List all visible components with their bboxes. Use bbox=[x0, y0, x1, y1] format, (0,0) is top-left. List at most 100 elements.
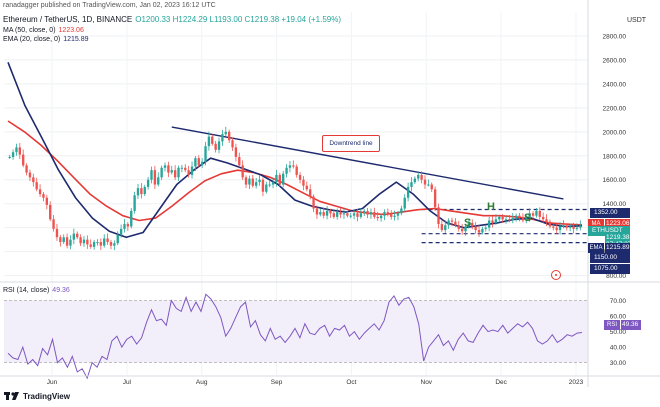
candle-body bbox=[143, 186, 146, 195]
legend-ohlc: O1200.33 H1224.29 L1193.00 C1219.38 +19.… bbox=[135, 15, 342, 24]
candle-body bbox=[309, 189, 312, 197]
candle-body bbox=[32, 177, 35, 183]
candle-body bbox=[190, 166, 194, 175]
candle-body bbox=[413, 178, 417, 183]
head-label: H bbox=[487, 201, 495, 213]
candle-body bbox=[200, 161, 204, 166]
legend-ema: EMA (20, close, 0) 1215.89 bbox=[3, 35, 89, 44]
candle-body bbox=[491, 220, 494, 223]
candle-body bbox=[433, 189, 437, 208]
candle-body bbox=[227, 131, 231, 141]
candle-body bbox=[565, 225, 568, 228]
candle-body bbox=[427, 184, 430, 186]
candle-body bbox=[99, 242, 103, 246]
candle-body bbox=[45, 197, 49, 205]
candle-body bbox=[346, 213, 349, 216]
candle-body bbox=[514, 215, 518, 219]
ema-tag-label: EMA bbox=[588, 243, 604, 253]
downtrend-line-label: Downtrend line bbox=[322, 135, 380, 152]
x-tick-label: Jul bbox=[123, 379, 132, 386]
candle-body bbox=[109, 242, 113, 246]
candle-body bbox=[62, 237, 65, 243]
candle-body bbox=[484, 227, 487, 229]
symbol-tag: ETHUSDT bbox=[588, 226, 630, 236]
candle-body bbox=[504, 219, 508, 221]
x-tick-label: 2023 bbox=[569, 379, 584, 386]
legend-rsi-label: RSI (14, close) bbox=[3, 287, 50, 294]
candle-body bbox=[106, 238, 109, 243]
candle-body bbox=[569, 226, 572, 228]
ma-tag-label: MA bbox=[588, 219, 604, 229]
candle-body bbox=[379, 215, 383, 219]
candle-body bbox=[430, 184, 433, 190]
candle-body bbox=[366, 210, 369, 215]
candle-body bbox=[184, 167, 187, 171]
candle-body bbox=[329, 210, 332, 214]
legend-ema-value: 1215.89 bbox=[63, 36, 89, 43]
y-tick-label: 2800.00 bbox=[603, 33, 627, 40]
candle-body bbox=[271, 182, 275, 185]
candle-body bbox=[160, 167, 163, 178]
candle-body bbox=[49, 204, 52, 220]
candle-body bbox=[241, 165, 244, 178]
candle-body bbox=[55, 228, 59, 238]
candle-body bbox=[126, 224, 130, 227]
x-tick-label: Jun bbox=[47, 379, 58, 386]
candle-body bbox=[447, 220, 450, 226]
y-tick-label: 2200.00 bbox=[603, 105, 627, 112]
candle-body bbox=[575, 227, 579, 229]
candle-body bbox=[386, 212, 390, 215]
candle-body bbox=[42, 194, 45, 198]
candle-body bbox=[136, 188, 140, 196]
candle-body bbox=[275, 174, 278, 183]
ema20-line bbox=[7, 62, 583, 239]
candle-body bbox=[528, 213, 531, 219]
currency-label: USDT bbox=[627, 17, 647, 24]
legend-ma-label: MA (50, close, 0) bbox=[3, 27, 56, 34]
tradingview-logo-icon bbox=[4, 392, 19, 400]
candle-body bbox=[373, 212, 376, 217]
candle-body bbox=[403, 197, 406, 209]
event-marker-icon[interactable] bbox=[551, 270, 561, 280]
candle-body bbox=[336, 212, 339, 217]
legend-ma-value: 1223.06 bbox=[58, 27, 84, 34]
candle-body bbox=[319, 212, 322, 215]
candle-body bbox=[113, 243, 116, 246]
candle-body bbox=[177, 167, 180, 178]
candle-body bbox=[406, 186, 410, 198]
candle-body bbox=[38, 189, 42, 195]
candle-body bbox=[440, 224, 444, 231]
rsi-line bbox=[7, 293, 583, 380]
candle-body bbox=[393, 215, 396, 217]
candle-body bbox=[538, 210, 541, 217]
downtrend-line bbox=[171, 126, 564, 200]
support-2-tag: 1075.00 bbox=[590, 264, 630, 274]
candle-body bbox=[133, 195, 136, 211]
candle-body bbox=[487, 220, 491, 228]
candle-body bbox=[305, 185, 308, 190]
candle-body bbox=[170, 170, 173, 173]
legend-main: Ethereum / TetherUS, 1D, BINANCE O1200.3… bbox=[3, 15, 341, 25]
y-tick-label: 2000.00 bbox=[603, 129, 627, 136]
legend-ma: MA (50, close, 0) 1223.06 bbox=[3, 26, 84, 35]
candle-body bbox=[457, 225, 460, 229]
rsi-band bbox=[4, 300, 588, 363]
candle-body bbox=[251, 178, 254, 186]
candle-body bbox=[423, 179, 427, 185]
support-1-tag: 1150.00 bbox=[590, 253, 630, 263]
candle-body bbox=[278, 174, 281, 185]
candle-body bbox=[315, 208, 319, 215]
rsi-tick-label: 70.00 bbox=[610, 298, 627, 305]
candle-body bbox=[288, 165, 292, 168]
candle-body bbox=[302, 179, 305, 186]
candle-body bbox=[180, 167, 184, 169]
rsi-tag-label: RSI bbox=[604, 320, 620, 330]
candle-body bbox=[454, 221, 457, 226]
y-tick-label: 1800.00 bbox=[603, 153, 627, 160]
x-tick-label: Dec bbox=[495, 379, 507, 386]
footer-logo[interactable]: TradingView bbox=[4, 391, 70, 401]
candle-body bbox=[231, 140, 234, 148]
candle-body bbox=[116, 234, 119, 244]
candle-body bbox=[494, 219, 498, 223]
